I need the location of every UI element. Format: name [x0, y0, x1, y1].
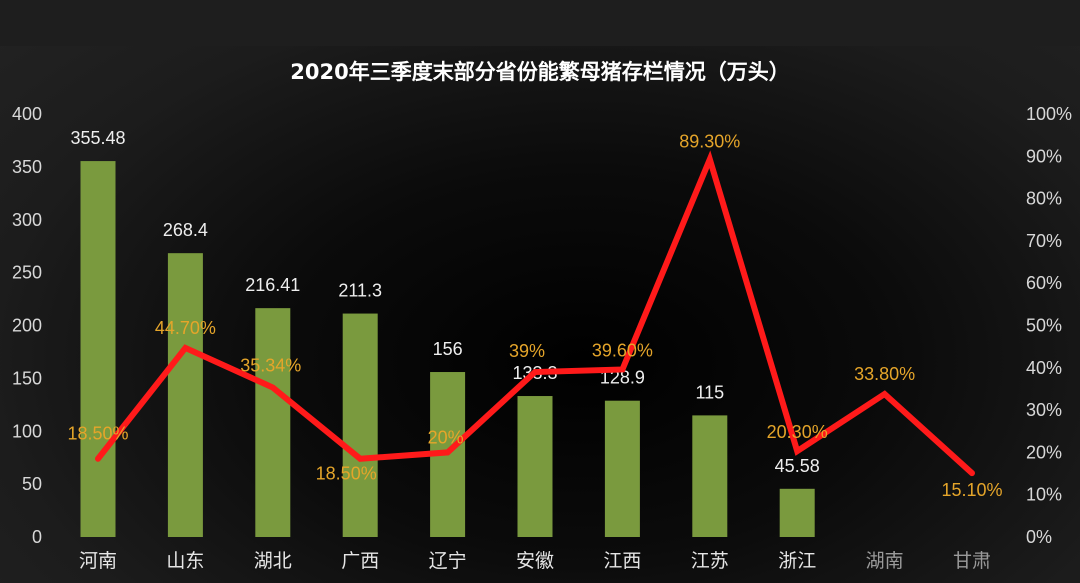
line-series: [95, 150, 975, 477]
line-value-label: 35.34%: [240, 356, 301, 376]
bar-value-label: 211.3: [338, 281, 382, 301]
bar: [167, 253, 203, 538]
line-point: [270, 385, 276, 391]
y-right-tick-label: 20%: [1026, 442, 1062, 462]
y-axis-left: 0 50 100 150 200 250 300 350 400: [12, 104, 42, 547]
y-axis-right: 0% 10% 20% 30% 40% 50% 60% 70% 80% 90% 100%: [1026, 104, 1072, 547]
y-right-tick-label: 0%: [1026, 527, 1052, 547]
bar-series: [80, 161, 815, 538]
y-right-tick-label: 80%: [1026, 189, 1062, 209]
line-value-label: 39.60%: [592, 340, 653, 360]
line-value-label: 89.30%: [679, 131, 740, 151]
y-left-tick-label: 400: [12, 104, 42, 124]
line-value-label: 18.50%: [316, 464, 377, 484]
x-tick-label: 辽宁: [429, 550, 467, 572]
bar-value-label: 45.58: [775, 456, 820, 476]
y-right-tick-label: 100%: [1026, 104, 1072, 124]
line-point: [619, 366, 625, 372]
bar-value-label: 115: [695, 382, 724, 402]
line-point: [794, 448, 800, 454]
y-left-tick-label: 350: [12, 157, 42, 177]
line-point: [882, 391, 888, 397]
bar: [779, 488, 815, 537]
line-point: [95, 456, 101, 462]
y-right-tick-label: 70%: [1026, 231, 1062, 251]
x-axis: 河南 山东 湖北 广西 辽宁 安徽 江西 江苏 浙江 湖南 甘肃: [79, 550, 991, 572]
y-left-tick-label: 0: [32, 527, 42, 547]
line-value-labels: 18.50% 44.70% 35.34% 18.50% 20% 39% 39.60% 89.3…: [67, 131, 1002, 500]
x-tick-label: 浙江: [778, 550, 816, 572]
y-left-tick-label: 300: [12, 210, 42, 230]
x-tick-label: 安徽: [516, 550, 554, 572]
y-right-tick-label: 10%: [1026, 485, 1062, 505]
bar-value-label: 216.41: [245, 275, 300, 295]
line-point: [357, 456, 363, 462]
x-tick-label: 湖北: [254, 550, 292, 572]
bar: [342, 313, 378, 537]
line-value-label: 20%: [428, 427, 464, 447]
bar-value-label: 156: [433, 339, 463, 359]
y-right-tick-label: 30%: [1026, 400, 1062, 420]
y-left-tick-label: 100: [12, 421, 42, 441]
bar-value-label: 268.4: [163, 220, 208, 240]
bar: [255, 308, 291, 537]
y-left-tick-label: 250: [12, 263, 42, 283]
line-point: [532, 369, 538, 375]
bar: [80, 161, 116, 537]
line-point: [969, 470, 975, 476]
y-left-tick-label: 150: [12, 368, 42, 388]
x-tick-label: 甘肃: [953, 550, 991, 572]
x-tick-label: 江苏: [691, 550, 729, 572]
line-point: [445, 449, 451, 455]
line-value-label: 33.80%: [854, 364, 915, 384]
bar-value-label: 355.48: [70, 128, 125, 148]
bar-value-labels: 355.48268.4216.41211.3156133.3128.911545…: [70, 128, 819, 476]
line-value-label: 15.10%: [941, 480, 1002, 500]
bar: [692, 415, 728, 537]
bar: [604, 400, 640, 537]
line-point: [182, 345, 188, 351]
x-tick-label: 河南: [79, 550, 117, 572]
line-value-label: 39%: [509, 341, 545, 361]
y-left-tick-label: 200: [12, 316, 42, 336]
chart-title: 2020年三季度末部分省份能繁母猪存栏情况（万头）: [290, 60, 789, 84]
line-value-label: 44.70%: [155, 318, 216, 338]
x-tick-label: 广西: [341, 550, 379, 572]
bar: [517, 396, 553, 537]
x-tick-label: 山东: [166, 550, 204, 572]
x-tick-label: 湖南: [866, 550, 904, 572]
y-right-tick-label: 50%: [1026, 316, 1062, 336]
y-right-tick-label: 90%: [1026, 146, 1062, 166]
y-right-tick-label: 60%: [1026, 273, 1062, 293]
line-value-label: 20.30%: [767, 422, 828, 442]
top-bar: [0, 0, 1080, 46]
line-value-label: 18.50%: [67, 424, 128, 444]
x-tick-label: 江西: [603, 550, 641, 572]
y-left-tick-label: 50: [22, 474, 42, 494]
line-point: [707, 156, 713, 162]
y-right-tick-label: 40%: [1026, 358, 1062, 378]
